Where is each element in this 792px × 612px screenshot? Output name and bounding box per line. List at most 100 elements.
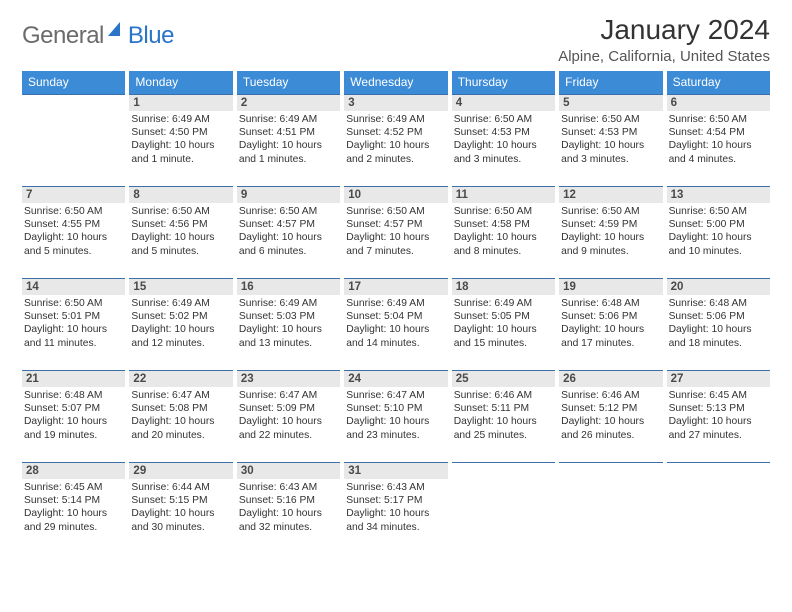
dow-header: Sunday: [22, 71, 125, 94]
day-body: Sunrise: 6:47 AMSunset: 5:10 PMDaylight:…: [344, 387, 447, 444]
sunset-text: Sunset: 5:09 PM: [239, 402, 338, 415]
day-body: Sunrise: 6:50 AMSunset: 5:01 PMDaylight:…: [22, 295, 125, 352]
day-number: 15: [129, 279, 232, 295]
day-number: 20: [667, 279, 770, 295]
day-number: 19: [559, 279, 662, 295]
day-body: Sunrise: 6:50 AMSunset: 4:53 PMDaylight:…: [452, 111, 555, 168]
daylight-text: Daylight: 10 hours and 25 minutes.: [454, 415, 553, 441]
day-body: Sunrise: 6:49 AMSunset: 5:02 PMDaylight:…: [129, 295, 232, 352]
daylight-text: Daylight: 10 hours and 13 minutes.: [239, 323, 338, 349]
daylight-text: Daylight: 10 hours and 12 minutes.: [131, 323, 230, 349]
day-body: Sunrise: 6:48 AMSunset: 5:06 PMDaylight:…: [559, 295, 662, 352]
calendar-cell: 15Sunrise: 6:49 AMSunset: 5:02 PMDayligh…: [129, 278, 232, 364]
sunrise-text: Sunrise: 6:50 AM: [669, 113, 768, 126]
day-number: 5: [559, 95, 662, 111]
sunrise-text: Sunrise: 6:44 AM: [131, 481, 230, 494]
calendar-cell: 23Sunrise: 6:47 AMSunset: 5:09 PMDayligh…: [237, 370, 340, 456]
sunset-text: Sunset: 5:06 PM: [561, 310, 660, 323]
day-number: 9: [237, 187, 340, 203]
day-number: 31: [344, 463, 447, 479]
calendar-cell: 20Sunrise: 6:48 AMSunset: 5:06 PMDayligh…: [667, 278, 770, 364]
calendar-cell: 14Sunrise: 6:50 AMSunset: 5:01 PMDayligh…: [22, 278, 125, 364]
day-number: 2: [237, 95, 340, 111]
calendar-cell: 13Sunrise: 6:50 AMSunset: 5:00 PMDayligh…: [667, 186, 770, 272]
day-number: [559, 463, 662, 479]
sunset-text: Sunset: 5:17 PM: [346, 494, 445, 507]
calendar-cell: 19Sunrise: 6:48 AMSunset: 5:06 PMDayligh…: [559, 278, 662, 364]
day-number: 10: [344, 187, 447, 203]
sunrise-text: Sunrise: 6:48 AM: [669, 297, 768, 310]
sunset-text: Sunset: 4:52 PM: [346, 126, 445, 139]
day-number: 30: [237, 463, 340, 479]
day-number: 13: [667, 187, 770, 203]
sunrise-text: Sunrise: 6:50 AM: [24, 205, 123, 218]
calendar-cell: [559, 462, 662, 548]
dow-header: Monday: [129, 71, 232, 94]
calendar-cell: 27Sunrise: 6:45 AMSunset: 5:13 PMDayligh…: [667, 370, 770, 456]
dow-header: Friday: [559, 71, 662, 94]
day-body: Sunrise: 6:47 AMSunset: 5:09 PMDaylight:…: [237, 387, 340, 444]
sunrise-text: Sunrise: 6:50 AM: [561, 113, 660, 126]
day-body: Sunrise: 6:50 AMSunset: 4:53 PMDaylight:…: [559, 111, 662, 168]
sunset-text: Sunset: 5:08 PM: [131, 402, 230, 415]
day-number: 28: [22, 463, 125, 479]
daylight-text: Daylight: 10 hours and 10 minutes.: [669, 231, 768, 257]
logo-text-2: Blue: [128, 22, 174, 50]
day-body: Sunrise: 6:43 AMSunset: 5:16 PMDaylight:…: [237, 479, 340, 536]
location-text: Alpine, California, United States: [558, 48, 770, 65]
sunset-text: Sunset: 5:16 PM: [239, 494, 338, 507]
calendar-cell: 2Sunrise: 6:49 AMSunset: 4:51 PMDaylight…: [237, 94, 340, 180]
day-number: 8: [129, 187, 232, 203]
sunset-text: Sunset: 5:12 PM: [561, 402, 660, 415]
day-number: 29: [129, 463, 232, 479]
day-body: Sunrise: 6:44 AMSunset: 5:15 PMDaylight:…: [129, 479, 232, 536]
sunrise-text: Sunrise: 6:43 AM: [239, 481, 338, 494]
sunrise-text: Sunrise: 6:47 AM: [346, 389, 445, 402]
logo-text-1: General: [22, 22, 104, 50]
day-body: Sunrise: 6:46 AMSunset: 5:12 PMDaylight:…: [559, 387, 662, 444]
dow-header: Wednesday: [344, 71, 447, 94]
sunrise-text: Sunrise: 6:50 AM: [454, 113, 553, 126]
sunset-text: Sunset: 5:01 PM: [24, 310, 123, 323]
day-number: 21: [22, 371, 125, 387]
sunset-text: Sunset: 5:11 PM: [454, 402, 553, 415]
calendar-cell: 1Sunrise: 6:49 AMSunset: 4:50 PMDaylight…: [129, 94, 232, 180]
calendar-cell: 16Sunrise: 6:49 AMSunset: 5:03 PMDayligh…: [237, 278, 340, 364]
day-number: 22: [129, 371, 232, 387]
calendar-cell: 4Sunrise: 6:50 AMSunset: 4:53 PMDaylight…: [452, 94, 555, 180]
day-body: Sunrise: 6:50 AMSunset: 4:58 PMDaylight:…: [452, 203, 555, 260]
sunset-text: Sunset: 5:13 PM: [669, 402, 768, 415]
sunrise-text: Sunrise: 6:50 AM: [454, 205, 553, 218]
calendar-cell: 9Sunrise: 6:50 AMSunset: 4:57 PMDaylight…: [237, 186, 340, 272]
calendar-grid: SundayMondayTuesdayWednesdayThursdayFrid…: [22, 71, 770, 548]
daylight-text: Daylight: 10 hours and 19 minutes.: [24, 415, 123, 441]
calendar-cell: 28Sunrise: 6:45 AMSunset: 5:14 PMDayligh…: [22, 462, 125, 548]
calendar-cell: 18Sunrise: 6:49 AMSunset: 5:05 PMDayligh…: [452, 278, 555, 364]
sunset-text: Sunset: 5:02 PM: [131, 310, 230, 323]
sunrise-text: Sunrise: 6:47 AM: [131, 389, 230, 402]
daylight-text: Daylight: 10 hours and 32 minutes.: [239, 507, 338, 533]
daylight-text: Daylight: 10 hours and 1 minute.: [131, 139, 230, 165]
sunset-text: Sunset: 4:55 PM: [24, 218, 123, 231]
daylight-text: Daylight: 10 hours and 5 minutes.: [24, 231, 123, 257]
day-number: 16: [237, 279, 340, 295]
daylight-text: Daylight: 10 hours and 6 minutes.: [239, 231, 338, 257]
day-number: 3: [344, 95, 447, 111]
calendar-cell: [22, 94, 125, 180]
sunrise-text: Sunrise: 6:48 AM: [561, 297, 660, 310]
sunset-text: Sunset: 4:57 PM: [346, 218, 445, 231]
sunrise-text: Sunrise: 6:49 AM: [239, 113, 338, 126]
daylight-text: Daylight: 10 hours and 2 minutes.: [346, 139, 445, 165]
day-number: [667, 463, 770, 479]
sunset-text: Sunset: 4:53 PM: [454, 126, 553, 139]
daylight-text: Daylight: 10 hours and 11 minutes.: [24, 323, 123, 349]
calendar-cell: 30Sunrise: 6:43 AMSunset: 5:16 PMDayligh…: [237, 462, 340, 548]
sunrise-text: Sunrise: 6:49 AM: [131, 297, 230, 310]
sunset-text: Sunset: 5:06 PM: [669, 310, 768, 323]
day-number: 26: [559, 371, 662, 387]
sunrise-text: Sunrise: 6:50 AM: [561, 205, 660, 218]
sunrise-text: Sunrise: 6:45 AM: [669, 389, 768, 402]
sunset-text: Sunset: 5:04 PM: [346, 310, 445, 323]
daylight-text: Daylight: 10 hours and 15 minutes.: [454, 323, 553, 349]
sunrise-text: Sunrise: 6:50 AM: [24, 297, 123, 310]
